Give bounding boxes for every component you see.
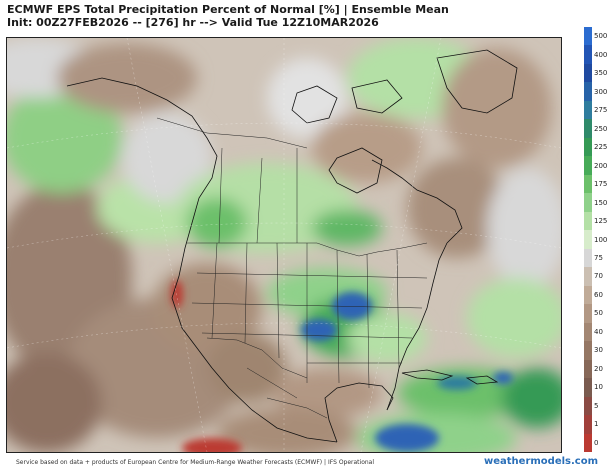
- colorbar-swatch: [584, 433, 592, 453]
- colorbar-swatch: [584, 82, 592, 102]
- map-canvas: [7, 38, 561, 452]
- colorbar-tick-label: 175: [594, 180, 608, 189]
- colorbar-swatch: [584, 193, 592, 213]
- colorbar-tick-label: 60: [594, 290, 603, 299]
- colorbar-tick-label: 100: [594, 235, 608, 244]
- colorbar-tick-label: 40: [594, 327, 603, 336]
- colorbar-tick-label: 50: [594, 309, 603, 318]
- colorbar-tick-label: 300: [594, 87, 608, 96]
- colorbar-swatch: [584, 63, 592, 83]
- colorbar-swatch: [584, 211, 592, 231]
- colorbar-swatch: [584, 378, 592, 398]
- colorbar-swatch: [584, 45, 592, 65]
- colorbar-swatch: [584, 396, 592, 416]
- colorbar-tick-label: 75: [594, 253, 603, 262]
- colorbar-tick-label: 1: [594, 420, 599, 429]
- colorbar-swatch: [584, 137, 592, 157]
- colorbar-tick-label: 125: [594, 217, 608, 226]
- colorbar-tick-labels: 500 400 350 300 275 250 225 200 175 150 125 100 75 70…: [594, 27, 613, 452]
- colorbar-tick-label: 0: [594, 438, 599, 447]
- colorbar-legend: [584, 27, 592, 453]
- colorbar-swatch: [584, 230, 592, 250]
- colorbar-tick-label: 275: [594, 106, 608, 115]
- coastlines: [66, 49, 518, 443]
- high-anomaly-cores: [171, 280, 513, 452]
- colorbar-swatch: [584, 322, 592, 342]
- colorbar-swatch: [584, 27, 592, 46]
- map-title: ECMWF EPS Total Precipitation Percent of…: [7, 3, 449, 29]
- colorbar-tick-label: 10: [594, 383, 603, 392]
- colorbar-swatch: [584, 285, 592, 305]
- data-credit: Service based on data + products of Euro…: [16, 459, 375, 466]
- political-borders: [156, 117, 428, 419]
- colorbar-swatch: [584, 304, 592, 324]
- colorbar-tick-label: 30: [594, 346, 603, 355]
- colorbar-tick-label: 70: [594, 272, 603, 281]
- colorbar-tick-label: 500: [594, 32, 608, 41]
- title-line-init-valid: Init: 00Z27FEB2026 -- [276] hr --> Valid…: [7, 16, 379, 29]
- precipitation-map: [6, 37, 562, 453]
- colorbar-tick-label: 5: [594, 401, 599, 410]
- colorbar-swatch: [584, 156, 592, 176]
- colorbar-swatch: [584, 119, 592, 139]
- colorbar-swatch: [584, 415, 592, 434]
- colorbar-tick-label: 250: [594, 124, 608, 133]
- colorbar-swatch: [584, 359, 592, 379]
- colorbar-swatch: [584, 248, 592, 268]
- colorbar-swatch: [584, 341, 592, 361]
- colorbar-tick-label: 225: [594, 143, 608, 152]
- colorbar-tick-label: 200: [594, 161, 608, 170]
- colorbar-tick-label: 150: [594, 198, 608, 207]
- title-line-product: ECMWF EPS Total Precipitation Percent of…: [7, 3, 449, 16]
- colorbar-swatch: [584, 267, 592, 287]
- brand-logo-text: weathermodels.com: [484, 456, 599, 467]
- colorbar-tick-label: 350: [594, 69, 608, 78]
- colorbar-swatch: [584, 100, 592, 120]
- colorbar-swatch: [584, 174, 592, 194]
- graticule: [7, 38, 561, 452]
- colorbar-tick-label: 400: [594, 50, 608, 59]
- colorbar-tick-label: 20: [594, 364, 603, 373]
